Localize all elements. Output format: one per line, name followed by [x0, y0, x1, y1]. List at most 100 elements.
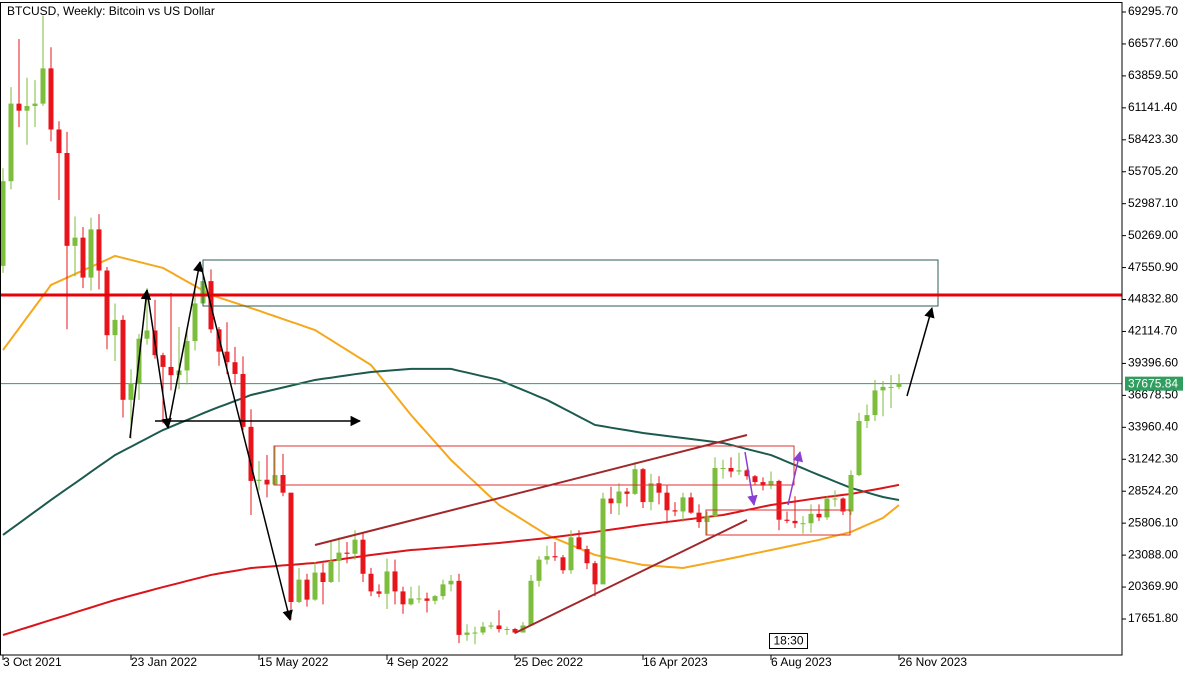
candle-body: [336, 552, 342, 561]
candle-body: [144, 330, 150, 339]
candle-body: [576, 537, 582, 550]
candle-body: [832, 498, 838, 500]
y-tick-label: 20369.90: [1128, 579, 1178, 593]
candle-body: [816, 513, 822, 518]
candle-body: [896, 383, 902, 387]
candle-body: [40, 68, 46, 104]
x-tick-label: 23 Jan 2022: [131, 655, 197, 669]
candle-body: [856, 420, 862, 476]
candle-body: [584, 549, 590, 564]
candle-body: [360, 539, 366, 574]
x-tick-label: 6 Aug 2023: [771, 655, 832, 669]
y-tick-label: 55705.20: [1128, 164, 1178, 178]
candle-body: [624, 491, 630, 494]
candle-body: [648, 483, 654, 503]
y-tick-label: 63859.50: [1128, 68, 1178, 82]
timer-box: [769, 633, 808, 649]
arrow: [787, 450, 804, 506]
candle-body: [288, 492, 294, 602]
moving-average: [2, 254, 900, 570]
drawings: [0, 259, 1122, 634]
candle-body: [88, 229, 94, 278]
candle-body: [456, 580, 462, 635]
candle-body: [728, 467, 734, 472]
arrow: [744, 451, 758, 507]
candle-body: [232, 362, 238, 374]
candle-body: [752, 476, 758, 483]
candle-body: [776, 480, 782, 520]
x-tick-label: 25 Dec 2022: [515, 655, 583, 669]
y-tick-label: 61141.40: [1128, 100, 1177, 114]
candle-body: [224, 351, 230, 363]
candle-body: [632, 469, 638, 494]
candle-body: [688, 497, 694, 513]
candle-body: [112, 319, 118, 336]
candle-body: [544, 556, 550, 560]
candle-body: [712, 467, 718, 517]
candle-body: [496, 625, 502, 630]
candle-body: [104, 270, 110, 336]
y-tick-label: 23088.00: [1128, 547, 1178, 561]
candle-body: [168, 366, 174, 376]
candle-body: [760, 482, 766, 486]
y-tick-label: 47550.90: [1128, 260, 1178, 274]
candle-body: [120, 319, 126, 400]
last-price-box: [1125, 376, 1183, 391]
candle-body: [656, 483, 662, 493]
y-tick-label: 58423.30: [1128, 132, 1178, 146]
arrow: [129, 288, 152, 439]
candle-body: [48, 68, 54, 130]
candle-body: [80, 237, 86, 278]
candle-body: [800, 523, 806, 525]
chart-title: BTCUSD, Weekly: Bitcoin vs US Dollar: [7, 4, 215, 18]
candle-body: [96, 229, 102, 271]
candle-body: [568, 537, 574, 571]
candle-body: [528, 580, 534, 626]
y-tick-label: 17651.80: [1128, 611, 1178, 625]
candle-body: [408, 598, 414, 605]
candle-body: [592, 563, 598, 585]
y-tick-label: 36678.50: [1128, 388, 1178, 402]
zone-rectangle: [202, 259, 939, 307]
candle-body: [448, 580, 454, 585]
y-tick-label: 52987.10: [1128, 196, 1178, 210]
candle-body: [368, 573, 374, 592]
arrow: [199, 261, 293, 622]
arrow: [906, 306, 935, 397]
candle-body: [432, 596, 438, 601]
candle-body: [600, 498, 606, 585]
candle-body: [552, 556, 558, 558]
candle-body: [488, 625, 494, 627]
candle-body: [464, 632, 470, 635]
y-tick-label: 28524.20: [1128, 483, 1178, 497]
range-rectangle: [273, 445, 795, 486]
candle-body: [192, 303, 198, 342]
candle-body: [768, 480, 774, 486]
x-tick-label: 16 Apr 2023: [643, 655, 708, 669]
candle-body: [376, 591, 382, 594]
x-tick-label: 15 May 2022: [259, 655, 329, 669]
candle-body: [304, 579, 310, 600]
candle-body: [392, 571, 398, 592]
y-tick-label: 39396.60: [1128, 356, 1178, 370]
arrow: [146, 289, 172, 430]
candle-body: [280, 475, 286, 493]
y-tick-label: 33960.40: [1128, 419, 1178, 433]
candle-body: [384, 571, 390, 594]
plot-area: [0, 15, 1122, 645]
candle-body: [64, 152, 70, 246]
candle-body: [664, 492, 670, 511]
y-tick-label: 31242.30: [1128, 451, 1178, 465]
candle-body: [784, 519, 790, 521]
range-rectangle: [705, 509, 851, 536]
candle-body: [424, 598, 430, 601]
candle-body: [32, 103, 38, 106]
candle-body: [416, 598, 422, 600]
candle-body: [24, 105, 30, 111]
moving-average: [2, 367, 900, 536]
y-tick-label: 50269.00: [1128, 228, 1178, 242]
candle-body: [720, 467, 726, 469]
candle-body: [184, 341, 190, 371]
candle-body: [696, 512, 702, 523]
